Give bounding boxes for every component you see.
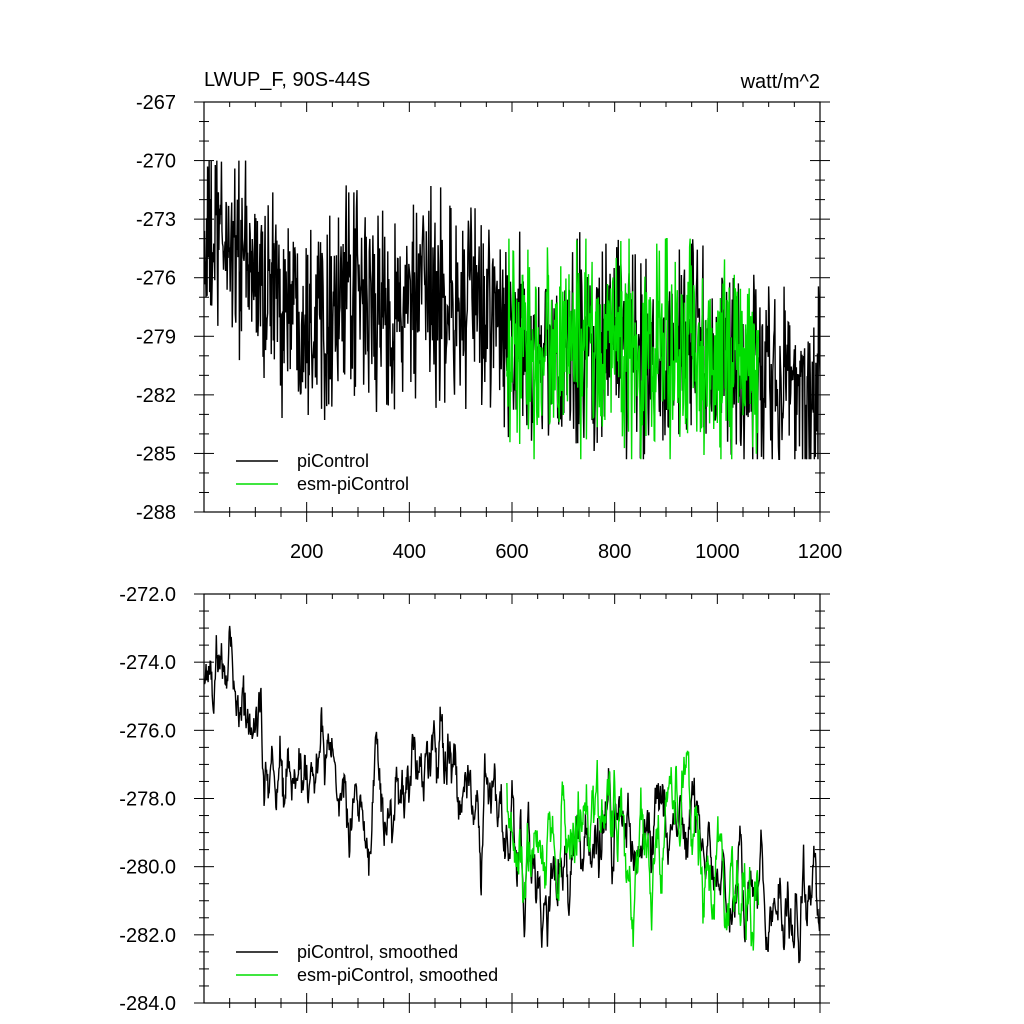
- x-tick-label: 400: [393, 541, 426, 563]
- x-tick-label: 800: [598, 541, 631, 563]
- y-tick-label: -273: [136, 209, 176, 231]
- y-tick-label: -270: [136, 151, 176, 173]
- y-tick-label: -267: [136, 92, 176, 114]
- x-tick-label: 600: [495, 541, 528, 563]
- x-tick-label: 1200: [798, 541, 843, 563]
- y-tick-label: -288: [136, 502, 176, 524]
- series-line-picontrol-smoothed: [204, 625, 820, 964]
- legend-label: esm-piControl, smoothed: [297, 965, 498, 985]
- y-tick-label: -282: [136, 385, 176, 407]
- series-line-esm-picontrol-smoothed: [506, 750, 760, 951]
- legend-label: esm-piControl: [297, 474, 409, 494]
- y-tick-label: -284.0: [119, 993, 176, 1015]
- bottom-panel: -272.0 -274.0 -276.0 -278.0 -280.0 -282.0 -284…: [119, 584, 830, 1015]
- y-tick-label: -279: [136, 326, 176, 348]
- top-panel: 200 400 600 800 1000 1200 -267 -270 -273 -276 -279…: [136, 92, 842, 563]
- series-line-esm-picontrol: [506, 237, 760, 460]
- y-tick-label: -274.0: [119, 652, 176, 674]
- figure-title: LWUP_F, 90S-44S: [204, 69, 370, 91]
- x-tick-label: 200: [290, 541, 323, 563]
- units-label: watt/m^2: [740, 71, 820, 93]
- y-tick-label: -285: [136, 443, 176, 465]
- x-tick-label: 1000: [695, 541, 740, 563]
- y-tick-label: -276.0: [119, 720, 176, 742]
- y-tick-label: -280.0: [119, 857, 176, 879]
- y-tick-label: -272.0: [119, 584, 176, 606]
- y-tick-label: -276: [136, 268, 176, 290]
- y-tick-label: -282.0: [119, 925, 176, 947]
- legend-label: piControl: [297, 451, 369, 471]
- legend-label: piControl, smoothed: [297, 942, 458, 962]
- y-tick-label: -278.0: [119, 789, 176, 811]
